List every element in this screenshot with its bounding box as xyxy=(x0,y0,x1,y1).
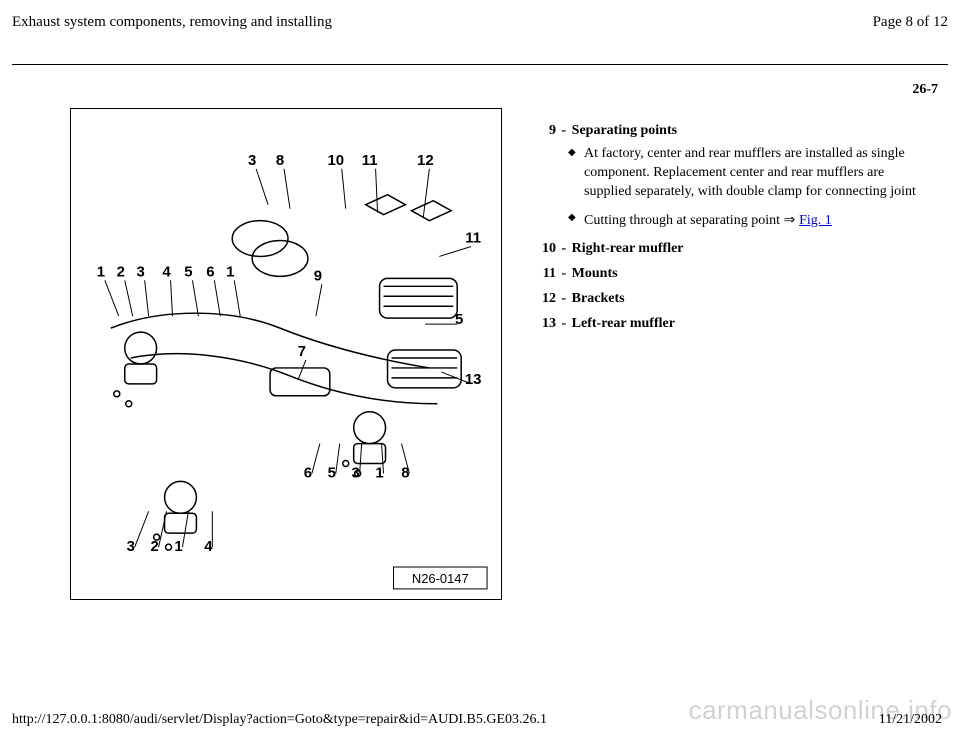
diagram-callout: 2 xyxy=(150,538,158,555)
diagram-callout: 8 xyxy=(276,152,284,169)
footer-date: 11/21/2002 xyxy=(879,712,942,728)
page-indicator: Page 8 of 12 xyxy=(873,14,948,31)
diagram-callout: 12 xyxy=(417,152,434,169)
diagram-callout: 9 xyxy=(314,267,322,284)
exploded-diagram: 3810111212345616531832149751113 N26-0147 xyxy=(70,108,502,600)
item-title: Mounts xyxy=(572,266,618,281)
footer-url: http://127.0.0.1:8080/audi/servlet/Displ… xyxy=(12,712,547,728)
item-number: 12 xyxy=(530,290,556,309)
figure-plate-number: N26-0147 xyxy=(412,571,469,586)
diagram-callout: 4 xyxy=(204,538,213,555)
parts-list-item: 13 - Left-rear muffler xyxy=(530,315,930,334)
item-number: 11 xyxy=(530,265,556,284)
diagram-callout: 5 xyxy=(328,464,336,481)
diagram-callout: 1 xyxy=(226,263,234,280)
parts-list-item: 9 - Separating points xyxy=(530,122,930,141)
item-number: 9 xyxy=(530,122,556,141)
item-bullets: At factory, center and rear mufflers are… xyxy=(568,145,930,231)
diagram-callout: 13 xyxy=(465,371,482,388)
arrow-icon: ⇒ xyxy=(783,211,799,227)
diagram-callout: 4 xyxy=(162,263,171,280)
header-rule xyxy=(12,64,948,65)
diagram-callout: 1 xyxy=(174,538,182,555)
diagram-callout: 3 xyxy=(127,538,135,555)
diagram-callout: 3 xyxy=(352,464,360,481)
diagram-callout: 5 xyxy=(184,263,192,280)
bullet: At factory, center and rear mufflers are… xyxy=(568,145,930,202)
diagram-callout: 6 xyxy=(206,263,214,280)
item-title: Separating points xyxy=(572,123,677,138)
diagram-callout: 7 xyxy=(298,343,306,360)
diagram-callout: 10 xyxy=(327,152,344,169)
item-number: 10 xyxy=(530,240,556,259)
item-title: Left-rear muffler xyxy=(572,316,675,331)
section-number: 26-7 xyxy=(912,82,938,98)
parts-list-item: 11 - Mounts xyxy=(530,265,930,284)
figure-reference-link[interactable]: Fig. 1 xyxy=(799,213,832,228)
diagram-callout: 6 xyxy=(304,464,312,481)
doc-title: Exhaust system components, removing and … xyxy=(12,14,332,31)
diagram-callout: 1 xyxy=(97,263,105,280)
item-title: Brackets xyxy=(572,291,625,306)
parts-list-item: 10 - Right-rear muffler xyxy=(530,240,930,259)
bullet: Cutting through at separating point ⇒ Fi… xyxy=(568,210,930,231)
diagram-callout: 5 xyxy=(455,311,463,328)
diagram-callout: 3 xyxy=(248,152,256,169)
diagram-callout: 3 xyxy=(137,263,145,280)
parts-list: 9 - Separating points At factory, center … xyxy=(530,116,930,338)
diagram-callout: 11 xyxy=(465,230,481,247)
item-number: 13 xyxy=(530,315,556,334)
diagram-callout: 8 xyxy=(401,464,409,481)
parts-list-item: 12 - Brackets xyxy=(530,290,930,309)
item-title: Right-rear muffler xyxy=(572,241,684,256)
diagram-callout: 1 xyxy=(375,464,383,481)
diagram-callout: 11 xyxy=(362,152,378,169)
diagram-callout: 2 xyxy=(117,263,125,280)
